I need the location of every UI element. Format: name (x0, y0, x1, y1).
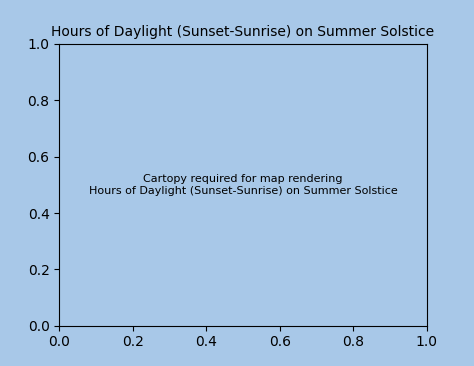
Title: Hours of Daylight (Sunset-Sunrise) on Summer Solstice: Hours of Daylight (Sunset-Sunrise) on Su… (51, 25, 435, 38)
Text: Cartopy required for map rendering
Hours of Daylight (Sunset-Sunrise) on Summer : Cartopy required for map rendering Hours… (89, 174, 397, 196)
